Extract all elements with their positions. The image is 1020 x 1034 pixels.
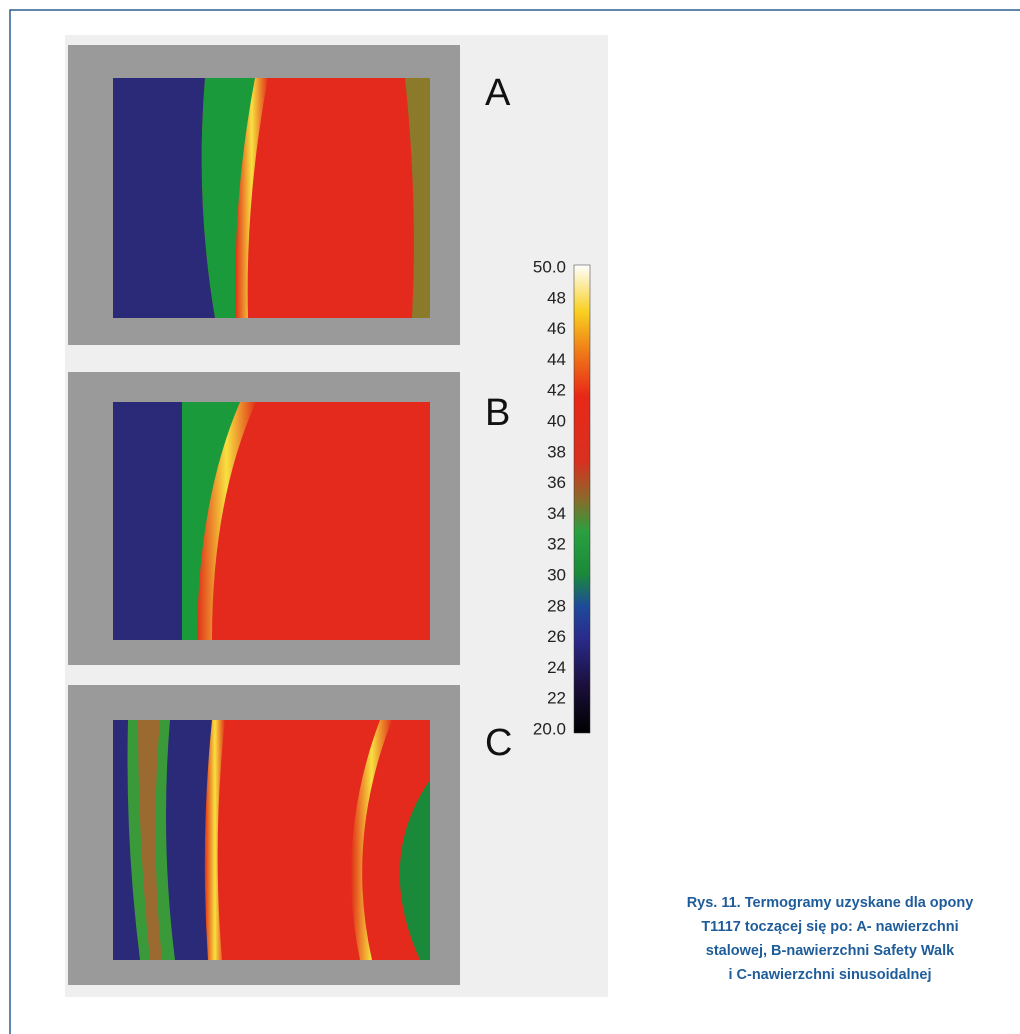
caption-line: T1117 toczącej się po: A- nawierzchni (701, 919, 958, 935)
cold-region (113, 78, 215, 318)
figure: A B C 50.0 48 46 44 42 40 38 36 34 32 30 28 26 24 22 20… (0, 0, 1020, 1034)
colorbar-label: 42 (547, 381, 566, 400)
cold-region (113, 402, 182, 640)
colorbar (574, 265, 590, 733)
panel-label: C (485, 722, 512, 764)
thermogram-b (68, 372, 460, 665)
colorbar-label: 24 (547, 658, 566, 677)
colorbar-label: 40 (547, 411, 566, 430)
caption-line: stalowej, B-nawierzchni Safety Walk (706, 943, 955, 959)
thermogram-a (68, 45, 460, 345)
colorbar-label: 38 (547, 442, 566, 461)
caption-line: i C-nawierzchni sinusoidalnej (728, 967, 931, 983)
colorbar-label: 48 (547, 288, 566, 307)
caption: Rys. 11. Termogramy uzyskane dla opony T… (687, 895, 974, 983)
thermogram-c (68, 685, 460, 985)
panel-label: A (485, 72, 511, 114)
colorbar-label: 30 (547, 565, 566, 584)
colorbar-label: 22 (547, 689, 566, 708)
colorbar-label: 32 (547, 535, 566, 554)
colorbar-label: 46 (547, 319, 566, 338)
panel-label: B (485, 392, 510, 434)
page: A B C 50.0 48 46 44 42 40 38 36 34 32 30 28 26 24 22 20… (0, 0, 1020, 1034)
colorbar-label: 36 (547, 473, 566, 492)
colorbar-label: 44 (547, 350, 566, 369)
colorbar-label: 26 (547, 627, 566, 646)
colorbar-label: 28 (547, 596, 566, 615)
colorbar-label: 34 (547, 504, 566, 523)
caption-line: Rys. 11. Termogramy uzyskane dla opony (687, 895, 974, 911)
colorbar-label: 20.0 (533, 719, 566, 738)
colorbar-label: 50.0 (533, 257, 566, 276)
